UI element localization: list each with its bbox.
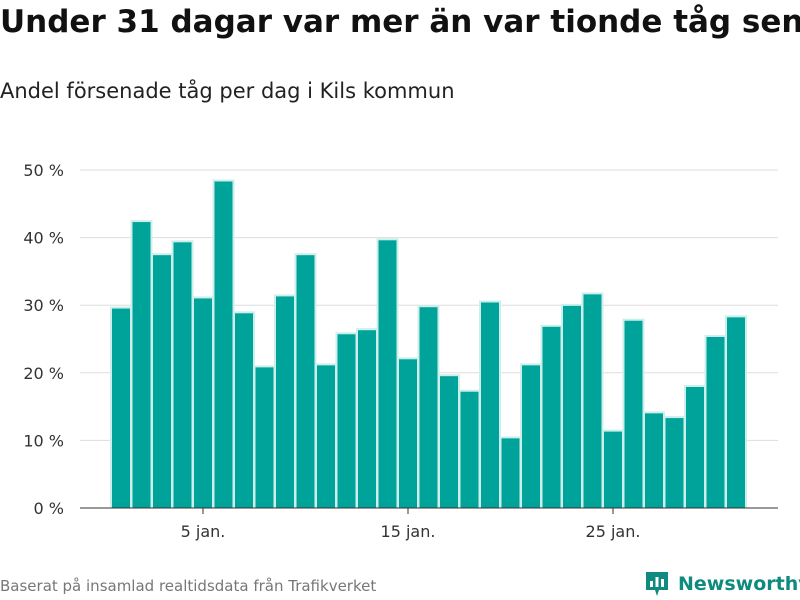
- bar[interactable]: [604, 431, 622, 508]
- y-tick-label: 0 %: [34, 499, 64, 518]
- bar[interactable]: [358, 330, 376, 508]
- y-tick-label: 40 %: [23, 229, 64, 248]
- bar[interactable]: [706, 336, 725, 508]
- bar[interactable]: [276, 296, 294, 508]
- x-tick-label: 15 jan.: [381, 522, 436, 541]
- brand-logo[interactable]: Newsworthy: [644, 570, 800, 598]
- chart-title: Under 31 dagar var mer än var tionde tåg…: [0, 4, 800, 40]
- bar[interactable]: [173, 242, 192, 508]
- brand-name: Newsworthy: [678, 573, 800, 595]
- bar[interactable]: [563, 305, 581, 508]
- y-tick-label: 50 %: [23, 161, 64, 180]
- bar[interactable]: [440, 376, 458, 508]
- bar[interactable]: [583, 294, 602, 508]
- source-note: Baserat på insamlad realtidsdata från Tr…: [0, 577, 377, 595]
- bar[interactable]: [624, 320, 643, 508]
- bar[interactable]: [399, 359, 417, 508]
- bar[interactable]: [153, 255, 171, 508]
- chart-subtitle: Andel försenade tåg per dag i Kils kommu…: [0, 79, 455, 103]
- bar[interactable]: [645, 413, 663, 508]
- bar[interactable]: [727, 317, 745, 508]
- bars: [110, 179, 747, 508]
- bar[interactable]: [460, 391, 479, 508]
- bar-chart-icon: [646, 572, 668, 596]
- bar[interactable]: [378, 240, 397, 508]
- bar[interactable]: [686, 386, 704, 508]
- y-tick-label: 30 %: [23, 296, 64, 315]
- bar[interactable]: [419, 307, 438, 508]
- bar[interactable]: [665, 418, 684, 508]
- bar[interactable]: [214, 181, 233, 508]
- bar[interactable]: [317, 365, 335, 508]
- bar[interactable]: [235, 313, 253, 508]
- bar[interactable]: [337, 334, 356, 508]
- x-tick-label: 5 jan.: [181, 522, 226, 541]
- x-axis-ticks: 5 jan. 15 jan. 25 jan.: [181, 508, 641, 541]
- bar[interactable]: [255, 367, 274, 508]
- x-tick-label: 25 jan.: [586, 522, 641, 541]
- bar[interactable]: [542, 326, 561, 508]
- bar[interactable]: [132, 222, 151, 508]
- bar[interactable]: [481, 302, 499, 508]
- bar[interactable]: [296, 255, 315, 508]
- y-tick-label: 10 %: [23, 431, 64, 450]
- y-axis-ticks: 0 % 10 % 20 % 30 % 40 % 50 %: [23, 161, 64, 518]
- bar[interactable]: [194, 298, 212, 508]
- bar[interactable]: [522, 365, 540, 508]
- bar[interactable]: [112, 308, 130, 508]
- bar-chart: 0 % 10 % 20 % 30 % 40 % 50 % 5 jan. 15 jan. 25 …: [23, 161, 778, 541]
- bar[interactable]: [501, 438, 520, 508]
- y-tick-label: 20 %: [23, 364, 64, 383]
